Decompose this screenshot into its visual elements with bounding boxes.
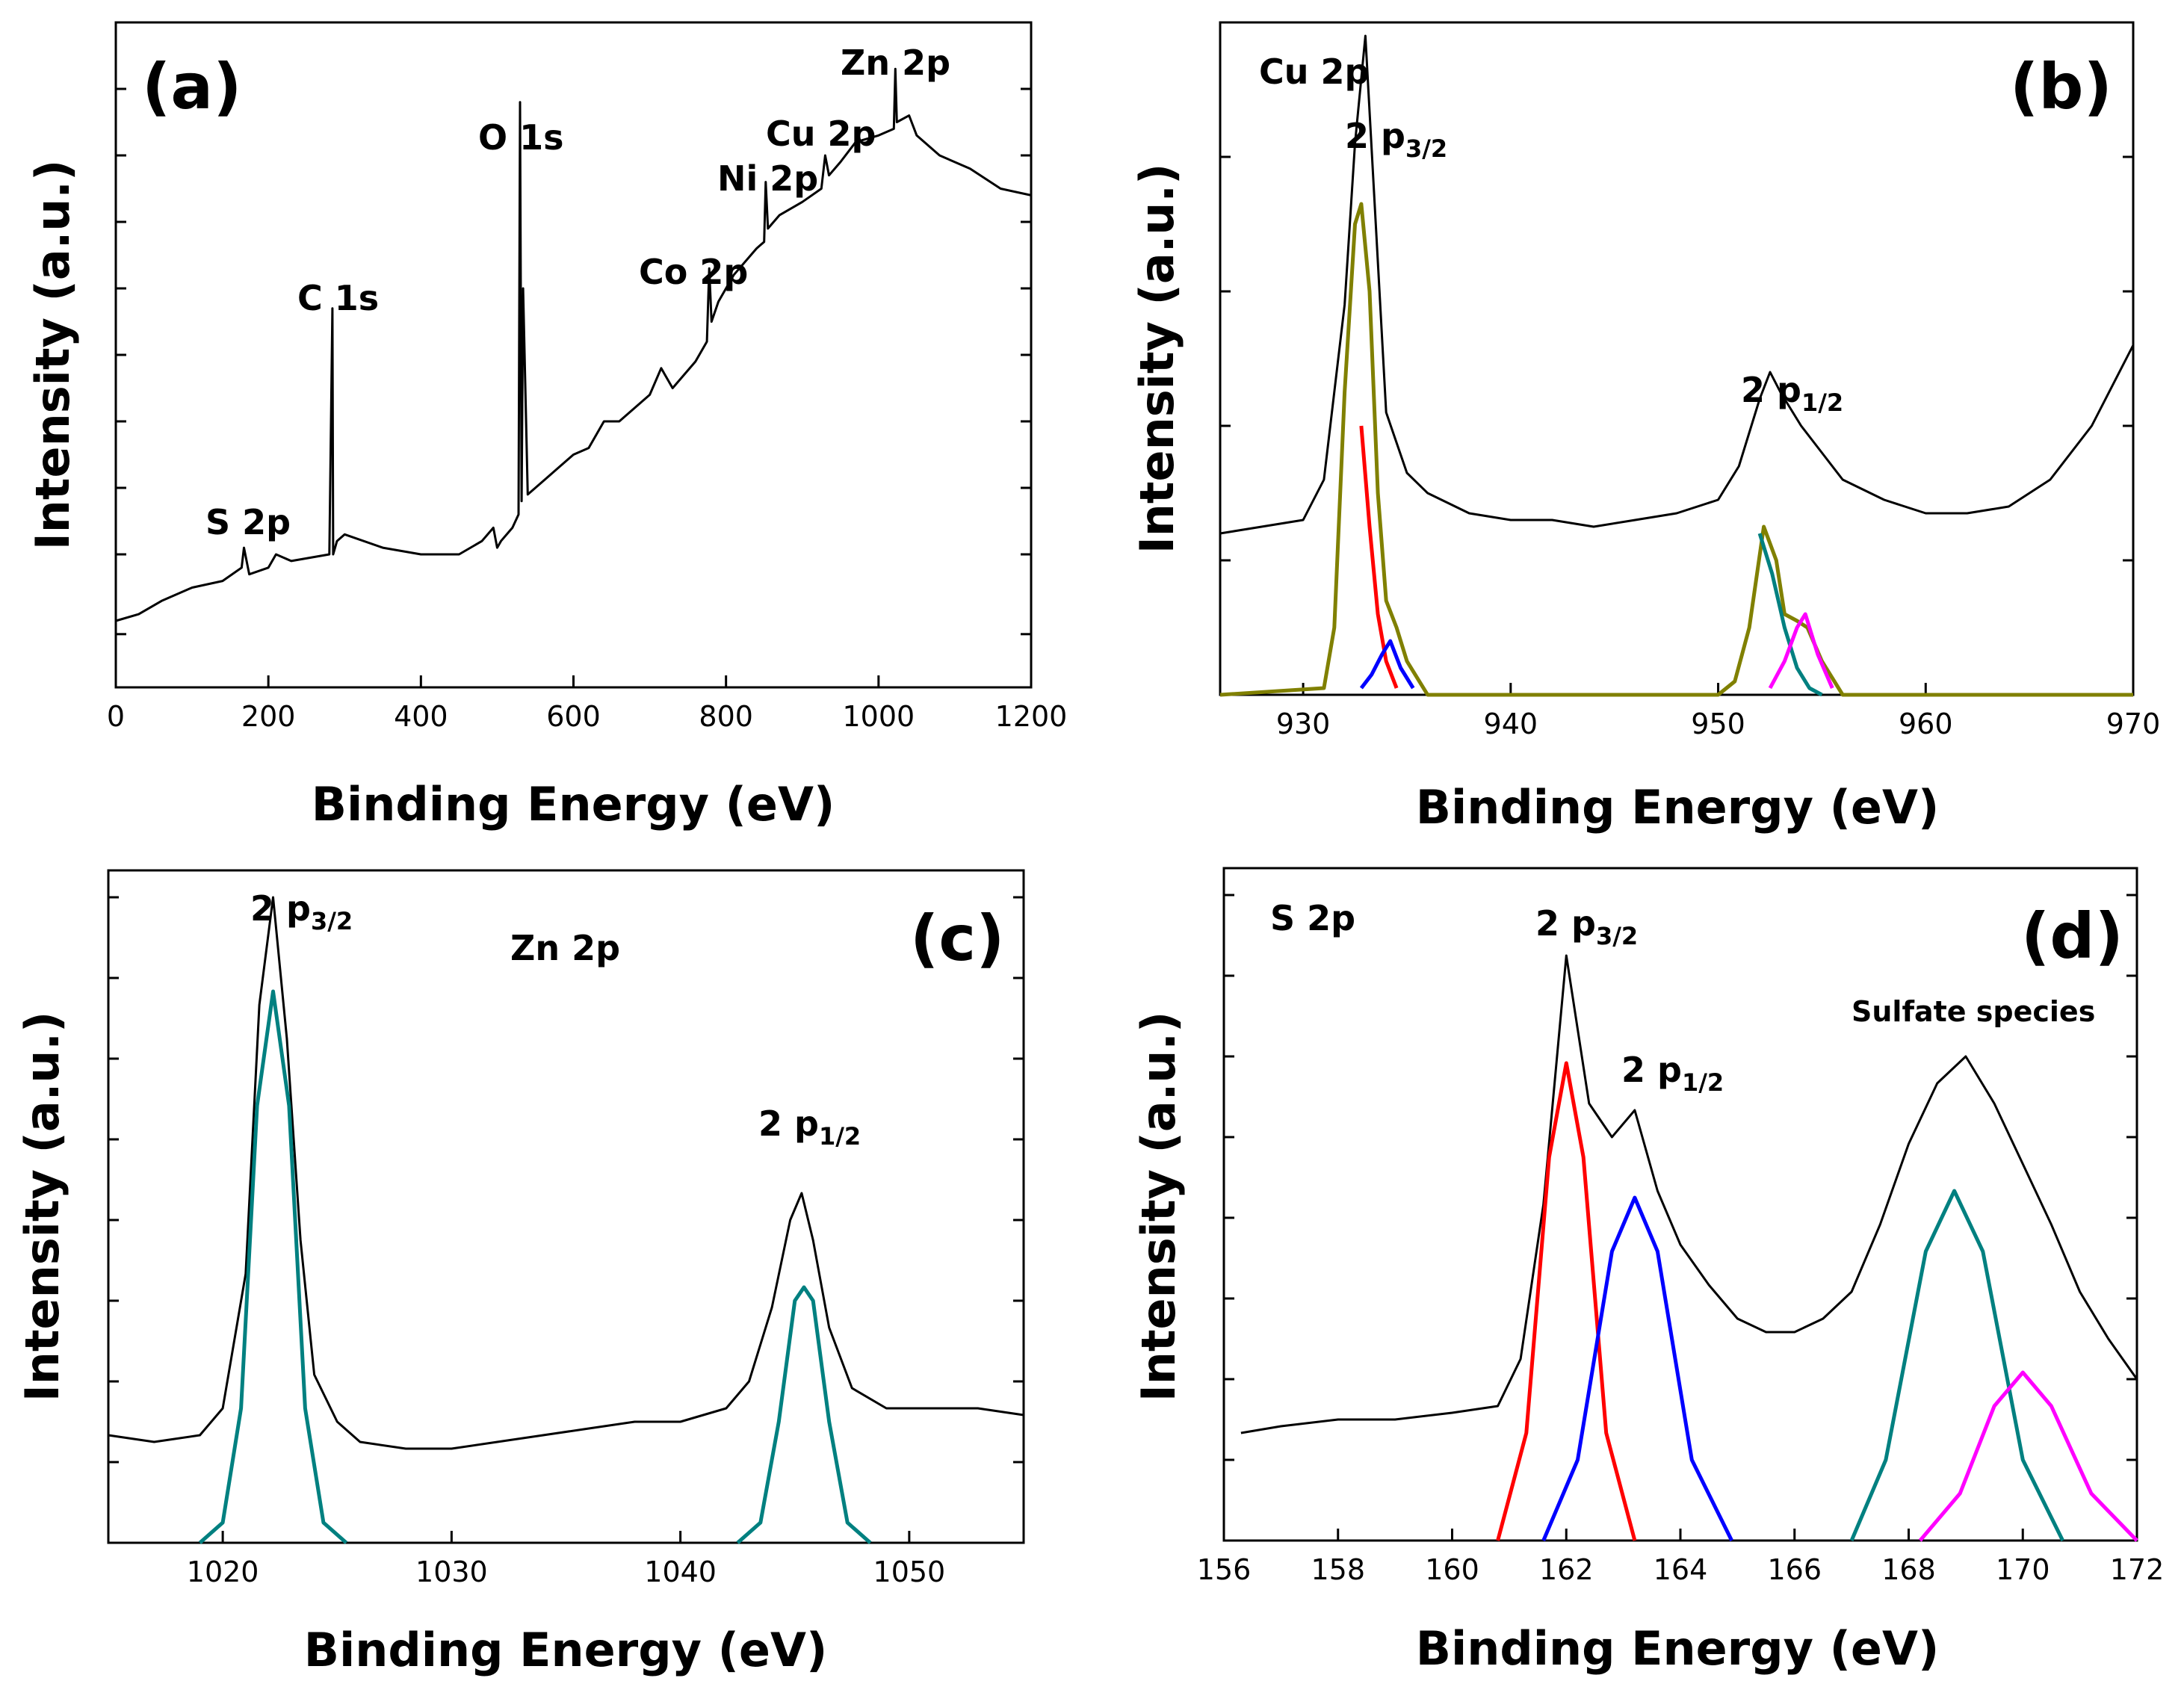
x-tick-label: 1200 [995, 700, 1068, 733]
label-main: 2 p [758, 1103, 819, 1144]
peak-label-ni2p: Ni 2p [717, 158, 818, 199]
series-line-measured [108, 896, 1024, 1450]
panel-a: 0 200 400 600 800 1000 1200 (a) S 2p C 1s O 1s… [25, 21, 1068, 832]
x-tick-label: 162 [1539, 1553, 1594, 1586]
peak-label-s2p: S 2p [205, 502, 291, 542]
peak-label-2p3-2: 2 p3/2 [1535, 903, 1638, 950]
x-tick-label: 940 [1484, 708, 1538, 740]
x-tick-label: 1040 [644, 1555, 717, 1588]
panel-label: (c) [910, 902, 1005, 975]
label-main: 2 p [250, 888, 311, 929]
label-main: 2 p [1345, 116, 1405, 156]
x-tick-label: 158 [1311, 1553, 1365, 1586]
label-main: 2 p [1535, 903, 1596, 944]
x-tick-label: 1020 [187, 1555, 259, 1588]
series-line-component-blue [1359, 639, 1415, 690]
x-tick-label: 960 [1899, 708, 1953, 740]
x-tick-label: 200 [241, 700, 296, 733]
series-line-sulfate-2 [1918, 1370, 2138, 1542]
plot-area: 930 940 950 960 970 [1219, 34, 2161, 740]
label-subscript: 3/2 [311, 907, 353, 935]
series-line-sulfate-1 [1849, 1189, 2064, 1542]
series-line-measured [1240, 954, 2138, 1434]
x-tick-label: 168 [1881, 1553, 1936, 1586]
x-axis-title: Binding Energy (eV) [1416, 780, 1940, 835]
series-line-component-teal [1757, 533, 1823, 697]
x-axis-title: Binding Energy (eV) [312, 777, 835, 832]
x-tick-label: 0 [107, 700, 125, 733]
series-line-zn-2p1-2-fit [736, 1285, 872, 1544]
x-tick-label: 164 [1654, 1553, 1708, 1586]
x-tick-label: 170 [1996, 1553, 2050, 1586]
x-tick-label: 160 [1425, 1553, 1479, 1586]
panel-label: (b) [2010, 50, 2112, 123]
label-subscript: 1/2 [1682, 1068, 1724, 1097]
x-tick-label: 600 [546, 700, 601, 733]
label-subscript: 3/2 [1596, 922, 1638, 950]
peak-label-2p1-2: 2 p1/2 [1621, 1050, 1724, 1097]
y-axis-title: Intensity (a.u.) [25, 160, 80, 551]
label-subscript: 1/2 [1801, 388, 1843, 417]
plot-area: 1020 1030 1040 1050 [108, 896, 1024, 1588]
x-tick-label: 950 [1691, 708, 1745, 740]
x-tick-label: 166 [1767, 1553, 1822, 1586]
series-line-measured [1219, 34, 2135, 535]
series-line-survey [115, 67, 1032, 622]
y-axis-title: Intensity (a.u.) [15, 1012, 69, 1402]
panel-label: (a) [142, 50, 241, 123]
y-axis-title: Intensity (a.u.) [1130, 164, 1184, 554]
panel-b: 930 940 950 960 970 (b) Cu 2p 2 p3/2 2 p1/2 … [1130, 21, 2161, 835]
peak-label-sulfate-species: Sulfate species [1852, 995, 2095, 1028]
plot-area: 156 158 160 162 164 166 168 170 172 [1197, 894, 2165, 1586]
panel-label: (d) [2021, 900, 2123, 973]
label-subscript: 3/2 [1405, 134, 1447, 163]
y-axis-title: Intensity (a.u.) [1131, 1012, 1186, 1402]
panel-c: 1020 1030 1040 1050 (c) Zn 2p 2 p3/2 2 p1/2… [15, 869, 1025, 1677]
plot-area: 0 200 400 600 800 1000 1200 [107, 67, 1068, 733]
x-tick-label: 970 [2106, 708, 2161, 740]
x-axis-title: Binding Energy (eV) [1416, 1621, 1940, 1676]
x-tick-label: 1050 [873, 1555, 946, 1588]
label-subscript: 1/2 [819, 1122, 861, 1151]
series-line-component-magenta [1768, 612, 1834, 690]
peak-label-zn2p: Zn 2p [841, 43, 950, 83]
label-main: 2 p [1621, 1050, 1682, 1090]
chart-title: S 2p [1270, 898, 1355, 938]
x-axis-title: Binding Energy (eV) [304, 1623, 828, 1677]
x-tick-label: 1000 [842, 700, 915, 733]
chart-title: Cu 2p [1259, 52, 1369, 92]
series-line-2p1-2 [1541, 1195, 1733, 1542]
panel-d: 156 158 160 162 164 166 168 170 172 (d) S 2p 2 p… [1131, 867, 2165, 1676]
series-line-2p3-2 [1496, 1061, 1637, 1541]
x-tick-label: 800 [699, 700, 753, 733]
x-tick-label: 930 [1276, 708, 1331, 740]
x-tick-label: 156 [1197, 1553, 1252, 1586]
x-tick-label: 1030 [415, 1555, 488, 1588]
peak-label-c1s: C 1s [297, 278, 379, 318]
series-line-zn-2p3-2-fit [198, 989, 348, 1544]
plot-frame [107, 869, 1025, 1544]
x-tick-label: 400 [394, 700, 448, 733]
plot-frame [1222, 867, 2138, 1542]
label-main: 2 p [1741, 370, 1801, 410]
peak-label-2p3-2: 2 p3/2 [1345, 116, 1447, 163]
peak-label-2p3-2: 2 p3/2 [250, 888, 353, 935]
peak-label-o1s: O 1s [478, 117, 564, 158]
series-line-cu-2p3-2-envelope [1219, 202, 2133, 697]
peak-label-co2p: Co 2p [639, 252, 748, 292]
series-line-component-red [1359, 425, 1399, 689]
chart-title: Zn 2p [510, 928, 620, 968]
x-tick-label: 172 [2110, 1553, 2165, 1586]
peak-label-cu2p: Cu 2p [766, 114, 876, 154]
peak-label-2p1-2: 2 p1/2 [1741, 370, 1843, 417]
peak-label-2p1-2: 2 p1/2 [758, 1103, 861, 1151]
